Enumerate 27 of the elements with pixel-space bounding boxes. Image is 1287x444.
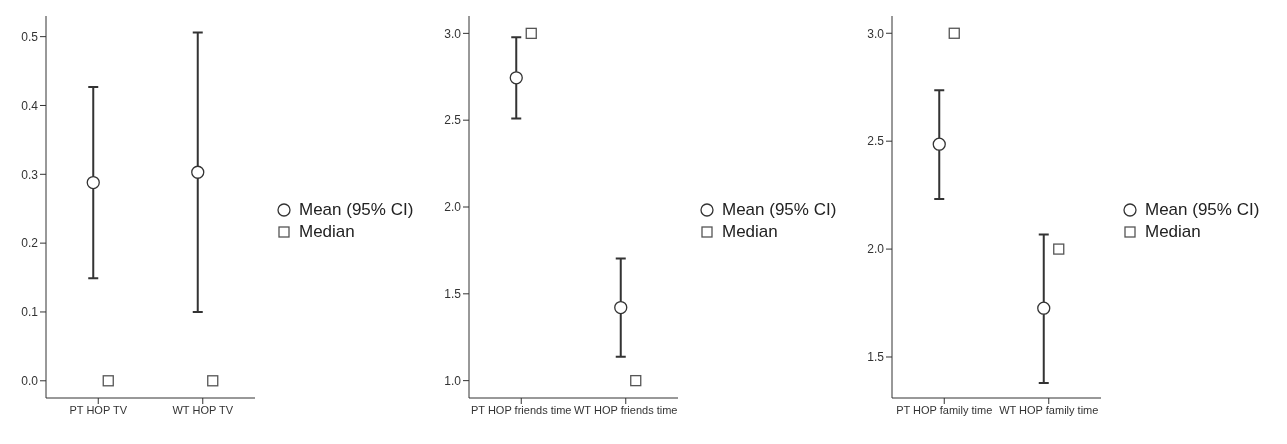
- y-tick-label: 2.5: [867, 134, 885, 149]
- legend-label: Median: [1145, 222, 1201, 242]
- x-tick-label: WT HOP TV: [172, 403, 234, 416]
- y-tick-label: 0.5: [21, 29, 39, 44]
- y-tick-label: 3.0: [867, 26, 885, 41]
- y-tick-label: 0.3: [21, 167, 39, 182]
- y-tick-label: 2.5: [444, 113, 462, 128]
- y-tick-label: 1.0: [444, 373, 462, 388]
- y-tick-label: 2.0: [867, 242, 885, 257]
- legend-label: Mean (95% CI): [299, 200, 414, 220]
- y-tick-label: 2.0: [444, 200, 462, 215]
- x-tick-label: WT HOP friends time: [573, 403, 678, 416]
- legend-label: Median: [299, 222, 355, 242]
- legend-label: Median: [722, 222, 778, 242]
- y-tick-label: 1.5: [867, 350, 885, 365]
- y-tick-label: 1.5: [444, 287, 462, 302]
- y-tick-label: 0.0: [21, 374, 39, 389]
- y-tick-label: 0.4: [21, 98, 39, 113]
- y-tick-label: 3.0: [444, 26, 462, 41]
- legend-label: Mean (95% CI): [722, 200, 837, 220]
- x-tick-label: PT HOP TV: [69, 403, 128, 416]
- y-tick-label: 0.1: [21, 305, 39, 320]
- x-tick-label: PT HOP friends time: [471, 403, 572, 416]
- legend-label: Mean (95% CI): [1145, 200, 1260, 220]
- x-tick-label: PT HOP family time: [896, 403, 993, 416]
- y-tick-label: 0.2: [21, 236, 39, 251]
- x-tick-label: WT HOP family time: [999, 403, 1099, 416]
